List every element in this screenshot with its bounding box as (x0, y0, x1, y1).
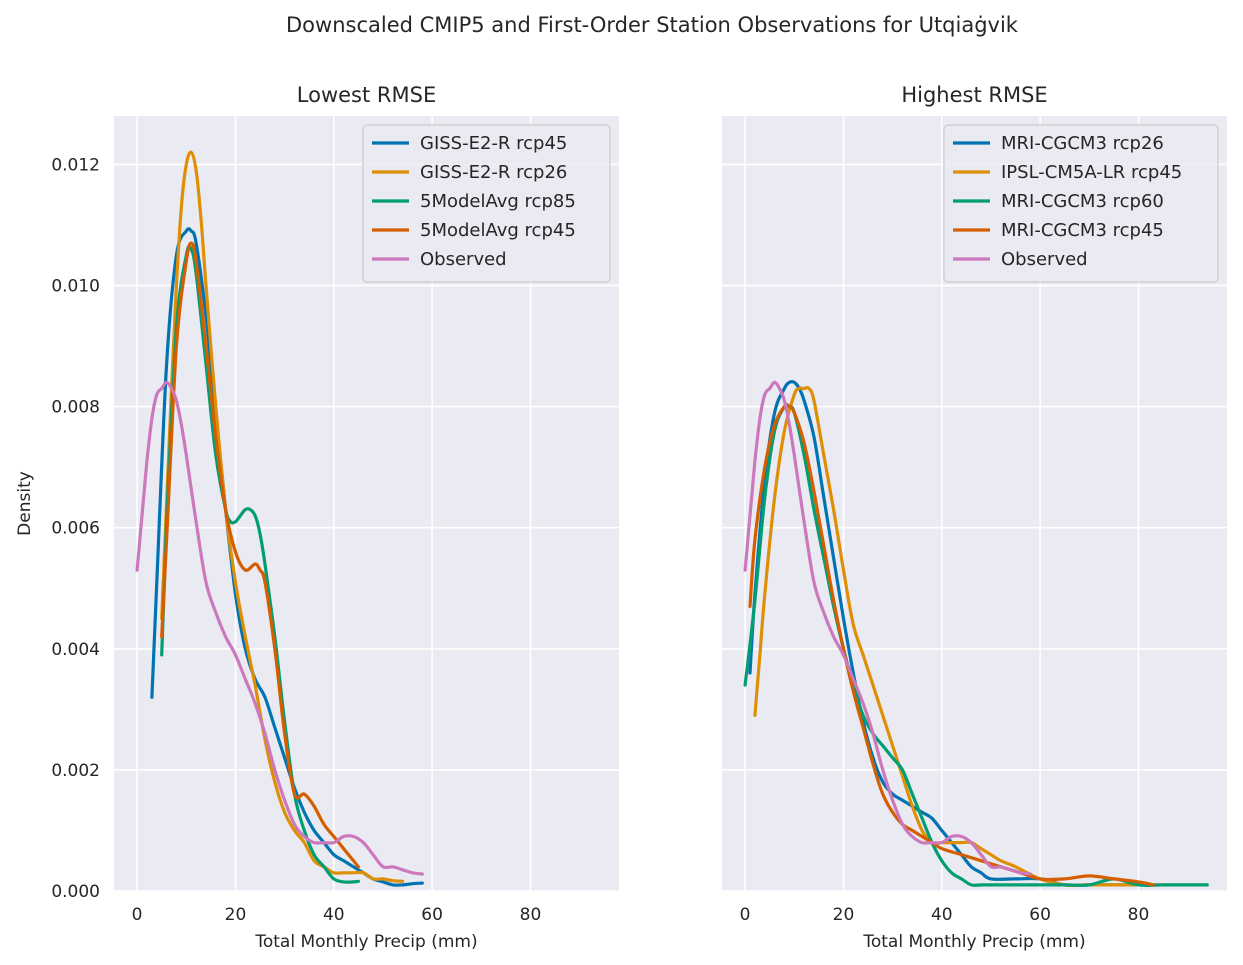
panel-title-lowest-rmse: Lowest RMSE (297, 83, 436, 107)
legend-label: 5ModelAvg rcp85 (420, 191, 576, 212)
legend-box (362, 124, 611, 283)
series-line (135, 380, 424, 876)
legend: GISS-E2-R rcp45 GISS-E2-R rcp26 5ModelAvg … (362, 124, 611, 283)
legend-label: GISS-E2-R rcp26 (420, 162, 567, 183)
legend-box (943, 124, 1219, 283)
legend: MRI-CGCM3 rcp26 IPSL-CM5A-LR rcp45 MRI-CGC… (943, 124, 1219, 283)
series-line (748, 403, 1155, 887)
legend-label: IPSL-CM5A-LR rcp45 (1001, 162, 1182, 183)
x-tick-label: 0 (132, 905, 143, 925)
series-lines (743, 380, 1209, 887)
x-tick-labels: 0 20 40 60 80 (132, 905, 542, 925)
x-tick-label: 60 (421, 905, 443, 925)
series-line (748, 380, 1141, 887)
x-tick-label: 60 (1029, 905, 1051, 925)
y-tick-label: 0.012 (51, 155, 100, 175)
x-tick-label: 80 (1128, 905, 1150, 925)
legend-label: Observed (420, 249, 507, 270)
panel-title-highest-rmse: Highest RMSE (901, 83, 1047, 107)
series-lines (135, 150, 424, 887)
x-tick-label: 0 (740, 905, 751, 925)
y-tick-label: 0.006 (51, 519, 100, 539)
series-line (753, 385, 1165, 887)
x-axis-label: Total Monthly Precip (mm) (862, 932, 1085, 952)
legend-label: MRI-CGCM3 rcp26 (1001, 133, 1164, 154)
series-line (743, 380, 1032, 876)
x-tick-label: 80 (520, 905, 542, 925)
legend-label: GISS-E2-R rcp45 (420, 133, 567, 154)
legend-label: Observed (1001, 249, 1088, 270)
legend-label: MRI-CGCM3 rcp45 (1001, 220, 1164, 241)
x-tick-label: 40 (931, 905, 953, 925)
series-line (160, 241, 360, 869)
y-tick-label: 0.004 (51, 640, 100, 660)
panel-lowest-rmse: Lowest RMSE 0.0000.0020.0040.0060.0080.0… (15, 83, 619, 952)
legend-label: MRI-CGCM3 rcp60 (1001, 191, 1164, 212)
series-line (160, 150, 405, 883)
y-tick-label: 0.002 (51, 761, 100, 781)
y-tick-label: 0.010 (51, 277, 100, 297)
x-axis-label: Total Monthly Precip (mm) (254, 932, 477, 952)
x-tick-labels: 0 20 40 60 80 (740, 905, 1150, 925)
x-tick-label: 20 (833, 905, 855, 925)
y-axis-label: Density (15, 471, 35, 536)
x-tick-label: 20 (225, 905, 247, 925)
gridlines (722, 116, 1227, 892)
x-tick-label: 40 (323, 905, 345, 925)
y-tick-label: 0.000 (51, 882, 100, 902)
y-tick-labels: 0.000 0.002 0.004 0.006 0.008 0.010 0.012 (51, 155, 100, 902)
legend-label: 5ModelAvg rcp45 (420, 220, 576, 241)
figure-title: Downscaled CMIP5 and First-Order Station… (286, 13, 1019, 37)
panel-highest-rmse: Highest RMSE 0 20 40 60 80 Total Monthly Pre… (722, 83, 1227, 952)
y-tick-label: 0.008 (51, 398, 100, 418)
